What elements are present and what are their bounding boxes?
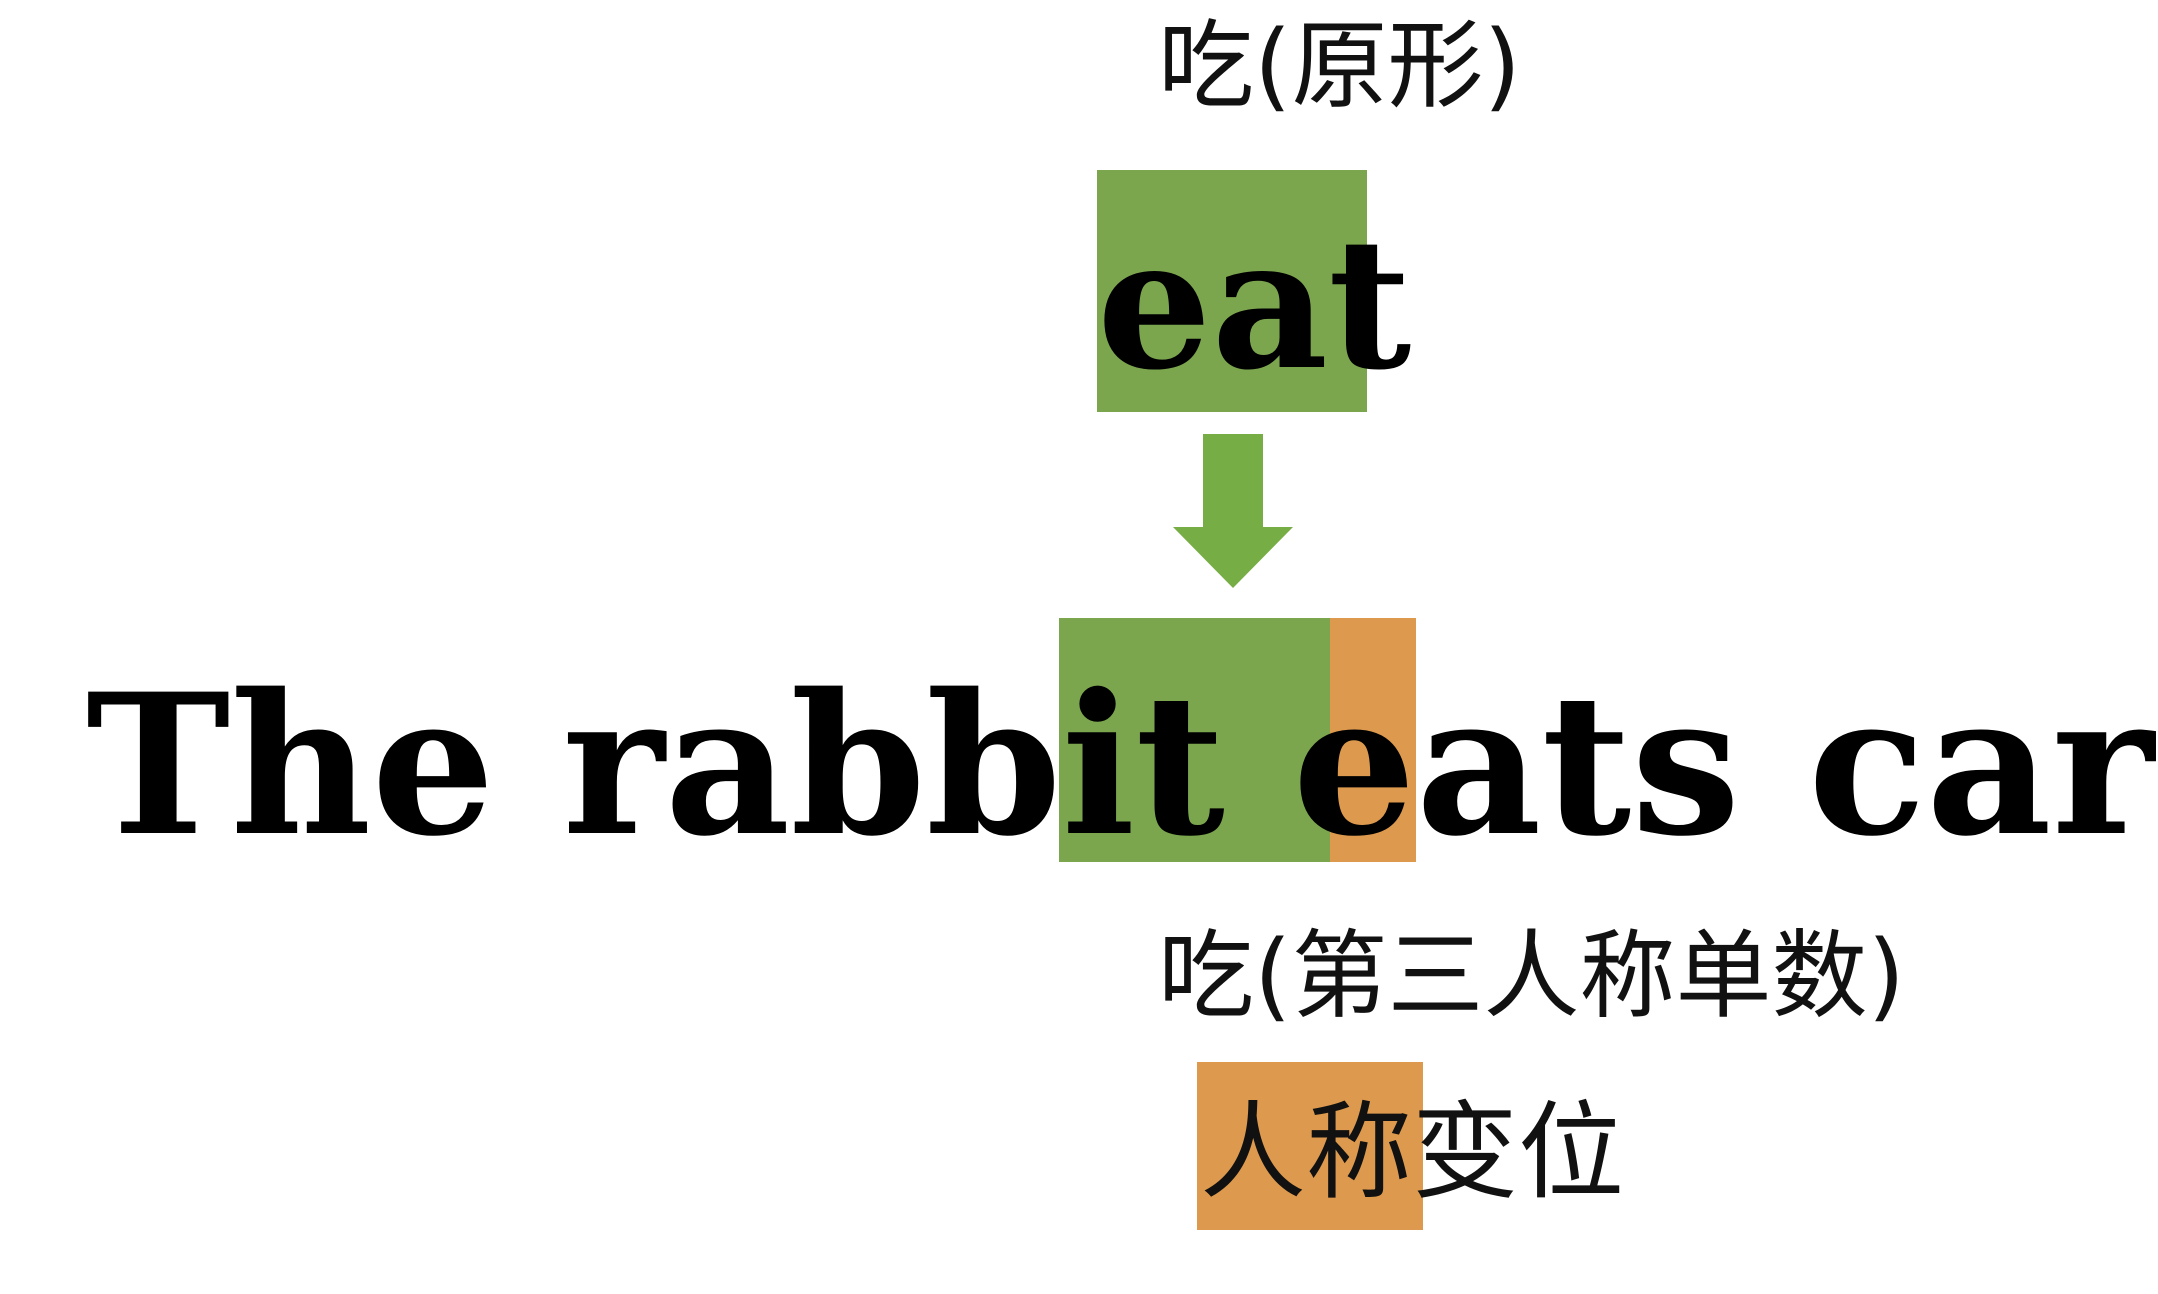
sentence-verb-stem: eat — [1292, 651, 1632, 879]
down-arrow-icon — [1173, 434, 1293, 588]
sentence-before: The rabbit — [86, 651, 1293, 879]
base-form-label: 吃(原形) — [1158, 10, 1521, 122]
base-word: eat — [1097, 199, 1412, 410]
sentence-after: carrots. — [1807, 651, 2158, 879]
term-highlighted-part: 人称 — [1200, 1091, 1412, 1214]
stem-highlight — [1059, 618, 1330, 862]
third-person-label: 吃(第三人称单数) — [1158, 920, 1905, 1032]
sentence-verb-suffix: s — [1631, 651, 1741, 879]
term-rest-part: 变位 — [1412, 1091, 1624, 1214]
term-highlight — [1197, 1062, 1423, 1230]
suffix-highlight — [1330, 618, 1416, 862]
term-label: 人称变位 — [1200, 1100, 1624, 1206]
base-word-box — [1097, 170, 1367, 412]
example-sentence: The rabbit eats carrots. — [86, 668, 2158, 862]
